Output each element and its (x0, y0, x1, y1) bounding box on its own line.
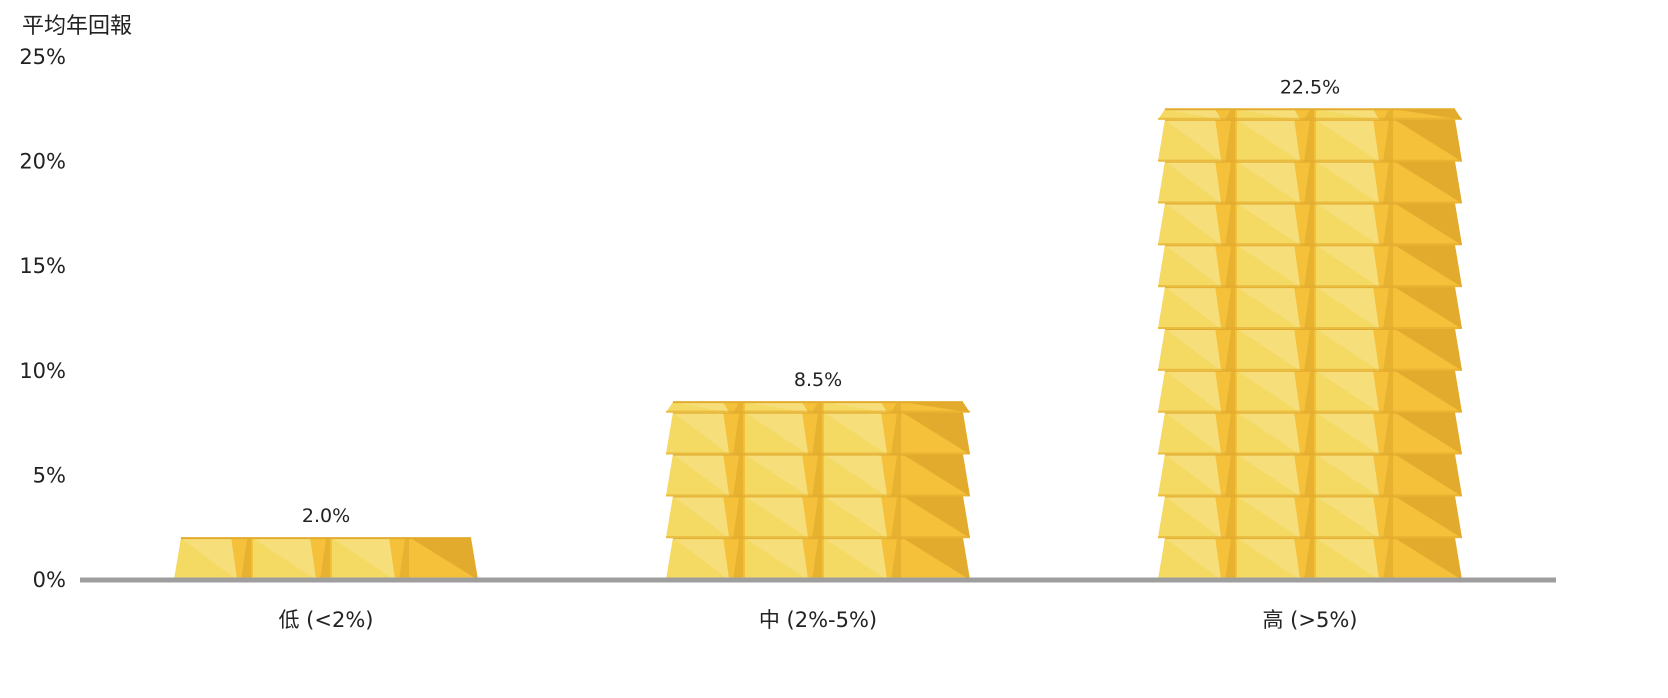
y-tick-label: 10% (19, 359, 66, 383)
gold-ingot (1158, 202, 1462, 246)
x-tick-label: 高 (>5%) (1263, 608, 1358, 632)
gold-ingot (666, 411, 970, 455)
bar (174, 537, 478, 580)
y-tick-label: 20% (19, 150, 66, 174)
gold-ingot (666, 453, 970, 497)
y-tick-label: 15% (19, 254, 66, 278)
x-tick-label: 中 (2%-5%) (759, 608, 877, 632)
data-label: 8.5% (794, 369, 842, 391)
y-tick-label: 25% (19, 45, 66, 69)
gold-ingot (1158, 244, 1462, 288)
x-tick-label: 低 (<2%) (279, 608, 374, 632)
gold-ingot (1158, 118, 1462, 162)
data-labels-group: 2.0% 8.5% 22.5% (302, 76, 1340, 527)
bar (666, 401, 970, 580)
y-axis-ticks: 0% 5% 10% 15% 20% 25% (19, 45, 66, 592)
y-axis-title: 平均年回報 (22, 14, 132, 39)
gold-ingot (1158, 108, 1462, 120)
gold-ingot (666, 495, 970, 539)
data-label: 22.5% (1280, 76, 1340, 98)
x-axis-ticks: 低 (<2%) 中 (2%-5%) 高 (>5%) (279, 608, 1358, 632)
gold-ingot (666, 401, 970, 413)
gold-ingot (1158, 453, 1462, 497)
bar (1158, 108, 1462, 580)
y-tick-label: 5% (33, 463, 66, 487)
data-label: 2.0% (302, 505, 350, 527)
gold-ingot (1158, 369, 1462, 413)
gold-ingot (1158, 286, 1462, 329)
gold-ingot (1158, 327, 1462, 371)
gold-ingot (1158, 537, 1462, 580)
gold-ingot (1158, 411, 1462, 455)
gold-ingot (174, 537, 478, 580)
gold-ingot (1158, 160, 1462, 204)
gold-ingot (666, 537, 970, 580)
y-tick-label: 0% (33, 568, 66, 592)
bars-group (174, 108, 1462, 580)
gold-ingot (1158, 495, 1462, 539)
